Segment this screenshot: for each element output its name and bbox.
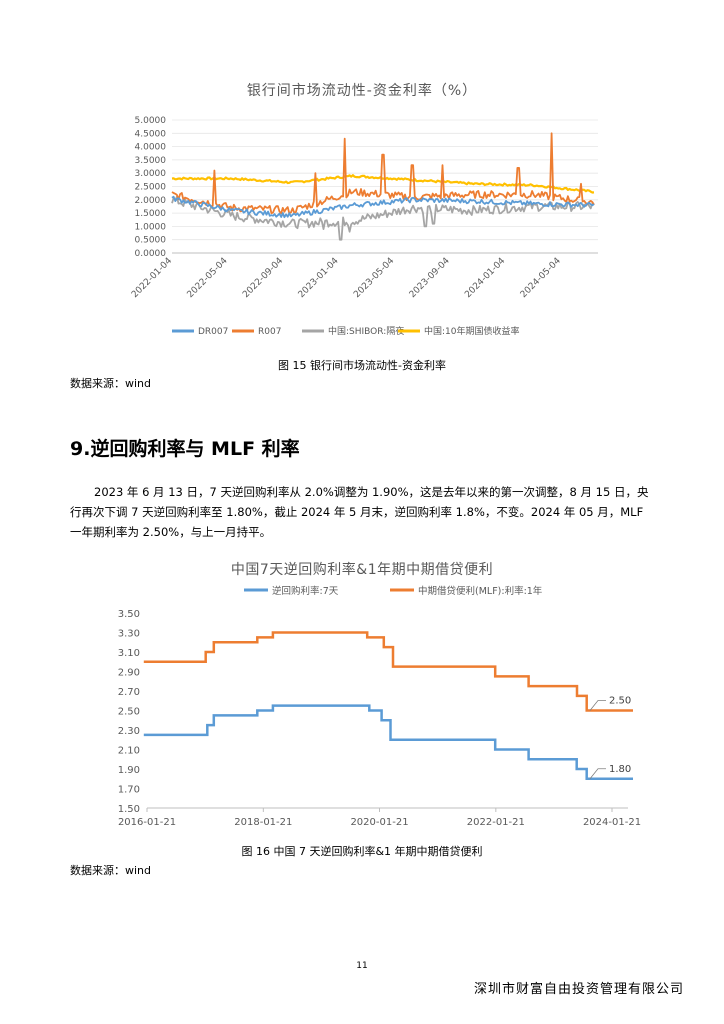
chart2-repo-line — [143, 704, 633, 781]
chart1-y-tick: 0.0000 — [135, 249, 167, 259]
chart2-y-tick: 2.70 — [118, 687, 140, 698]
chart2-legend-label: 逆回购利率:7天 — [272, 585, 339, 597]
chart2-y-tick: 3.10 — [118, 648, 140, 659]
chart2-y-tick: 2.90 — [118, 668, 140, 679]
section-title: 9.逆回购利率与 MLF 利率 — [70, 438, 300, 460]
chart2-x-ticks: 2016-01-21 2018-01-21 2020-01-21 2022-01-21… — [118, 808, 641, 828]
chart1-y-tick: 3.5000 — [135, 156, 167, 166]
paragraph-text: 2023 年 6 月 13 日，7 天逆回购利率从 2.0%调整为 1.90%，… — [70, 485, 649, 539]
chart1-title: 银行间市场流动性-资金利率（%） — [246, 83, 478, 99]
chart1-x-tick: 2023-05-04 — [352, 256, 396, 300]
chart1-y-tick: 2.0000 — [135, 196, 167, 206]
chart2-y-tick: 2.30 — [118, 726, 140, 737]
chart1-legend-label: 中国:SHIBOR:隔夜 — [328, 325, 404, 337]
chart2-title: 中国7天逆回购利率&1年期中期借贷便利 — [230, 562, 494, 578]
chart2-x-tick: 2016-01-21 — [118, 817, 176, 828]
chart2-repo-value-label: 1.80 — [609, 764, 631, 775]
chart1-x-tick: 2024-05-04 — [519, 256, 563, 300]
chart1-y-tick: 5.0000 — [135, 116, 167, 126]
source-note-1: 数据来源：wind — [70, 377, 152, 390]
chart1-svg: 5.0000 4.5000 4.0000 3.5000 3.0000 2.5000 2.00… — [130, 116, 598, 337]
chart1-y-tick: 4.0000 — [135, 143, 167, 153]
chart2-mlf-value-label: 2.50 — [609, 696, 631, 707]
chart1-x-tick: 2023-09-04 — [408, 256, 452, 300]
chart1-series-line-4 — [171, 174, 595, 194]
chart1-x-tick: 2022-01-04 — [130, 256, 174, 300]
page-number: 11 — [356, 961, 368, 971]
chart2-y-tick: 1.90 — [118, 765, 140, 776]
chart2-y-tick: 2.50 — [118, 707, 140, 718]
figure15-caption: 图 15 银行间市场流动性-资金利率 — [278, 359, 446, 372]
chart2-y-ticks: 3.50 3.30 3.10 2.90 2.70 2.50 2.30 2.10 1.90 1.70… — [118, 609, 628, 815]
chart1-x-tick: 2022-09-04 — [241, 256, 285, 300]
figure16-caption: 图 16 中国 7 天逆回购利率&1 年期中期借贷便利 — [241, 845, 483, 858]
chart2-series — [143, 631, 633, 781]
chart2-y-tick: 1.50 — [118, 804, 140, 815]
company-name: 深圳市财富自由投资管理有限公司 — [473, 982, 684, 997]
chart2-svg: 逆回购利率:7天 中期借贷便利(MLF):利率:1年 3.50 3.30 3.10 2.… — [118, 585, 641, 828]
chart2-end-labels: 2.50 1.80 — [589, 696, 631, 779]
chart1-x-tick: 2022-05-04 — [186, 256, 230, 300]
chart2-x-tick: 2020-01-21 — [350, 817, 408, 828]
section-paragraph: 2023 年 6 月 13 日，7 天逆回购利率从 2.0%调整为 1.90%，… — [70, 482, 658, 542]
chart2-legend: 逆回购利率:7天 中期借贷便利(MLF):利率:1年 — [244, 585, 543, 597]
chart1-y-tick: 3.0000 — [135, 169, 167, 179]
chart2-x-tick: 2022-01-21 — [467, 817, 525, 828]
chart1-series-line-1 — [171, 195, 595, 219]
chart1-series — [171, 132, 595, 241]
chart2-x-tick: 2018-01-21 — [234, 817, 292, 828]
chart1-legend-label: DR007 — [198, 327, 228, 337]
chart1-y-tick: 0.5000 — [135, 236, 167, 246]
chart2-mlf-leader — [589, 700, 606, 711]
chart1-x-ticks: 2022-01-04 2022-05-04 2022-09-04 2023-01-04… — [130, 256, 563, 300]
chart2-y-tick: 2.10 — [118, 746, 140, 757]
chart1-legend-label: R007 — [258, 327, 281, 337]
chart1-grid — [172, 119, 598, 254]
chart1-series-line-3 — [171, 195, 595, 241]
chart1-legend-label: 中国:10年期国债收益率 — [424, 325, 520, 337]
chart2-y-tick: 1.70 — [118, 785, 140, 796]
chart1-x-tick: 2023-01-04 — [297, 256, 341, 300]
source-note-2: 数据来源：wind — [70, 864, 152, 877]
chart1-legend: DR007 R007 中国:SHIBOR:隔夜 中国:10年期国债收益率 — [172, 325, 520, 337]
chart1-y-tick: 1.5000 — [135, 209, 167, 219]
chart2-x-tick: 2024-01-21 — [583, 817, 641, 828]
chart1-x-tick: 2024-01-04 — [463, 256, 507, 300]
chart2-mlf-line — [143, 631, 633, 712]
chart2-y-tick: 3.30 — [118, 629, 140, 640]
chart1-y-ticks: 5.0000 4.5000 4.0000 3.5000 3.0000 2.5000 2.00… — [135, 116, 167, 259]
chart2-repo-leader — [589, 768, 606, 779]
chart1-y-tick: 1.0000 — [135, 222, 167, 232]
chart2-y-tick: 3.50 — [118, 609, 140, 620]
chart2-legend-label: 中期借贷便利(MLF):利率:1年 — [418, 585, 543, 597]
chart1-y-tick: 4.5000 — [135, 129, 167, 139]
chart1-y-tick: 2.5000 — [135, 183, 167, 193]
